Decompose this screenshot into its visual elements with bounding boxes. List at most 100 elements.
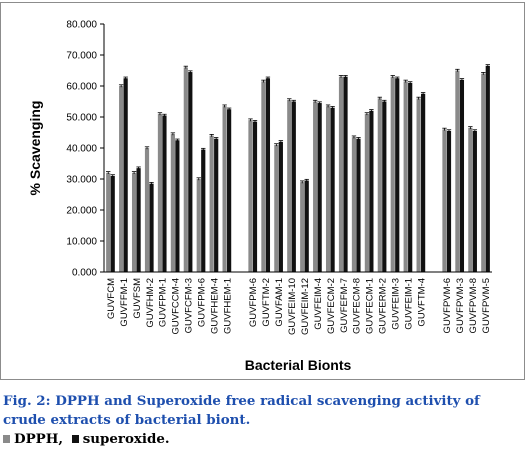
x-category-label: GUVFTM-4 <box>416 278 427 327</box>
bar-dpph <box>196 179 201 272</box>
y-tick-label: 80.000 <box>66 20 97 31</box>
bar-dpph <box>364 113 369 273</box>
bar-superoxide <box>446 130 452 272</box>
x-axis-title: Bacterial Bionts <box>245 357 352 373</box>
bar-superoxide <box>188 72 193 272</box>
bar-superoxide <box>382 101 387 272</box>
bar-dpph <box>222 106 227 273</box>
legend-swatch-dpph <box>3 435 10 443</box>
bar-chart: 0.000 10.000 20.000 30.000 40.000 50.000 60.00… <box>27 20 492 374</box>
x-category-label: GUVFCFM-3 <box>184 278 195 333</box>
bar-superoxide <box>472 130 477 272</box>
x-category-label: GUVFEIM-1 <box>403 278 414 330</box>
x-category-label: GUVFHEM-1 <box>222 278 233 334</box>
legend-label-superoxide: superoxide. <box>82 431 170 447</box>
bar-dpph <box>183 67 188 273</box>
bar-superoxide <box>162 115 167 272</box>
bar-dpph <box>416 98 421 273</box>
x-category-label: GUVFPM-1 <box>158 278 169 327</box>
bar-superoxide <box>123 78 128 272</box>
x-category-label: GUVFPVM-3 <box>455 278 466 333</box>
bar-superoxide <box>459 79 465 272</box>
bars <box>106 64 490 273</box>
bar-superoxide <box>369 110 374 272</box>
x-category-label: GUVFAM-1 <box>274 278 285 327</box>
bar-superoxide <box>252 121 258 273</box>
bar-dpph <box>248 120 253 272</box>
x-category-label: GUVFEIM-4 <box>313 278 324 330</box>
legend-swatch-superoxide <box>71 435 79 443</box>
bar-superoxide <box>408 82 413 273</box>
bar-superoxide <box>136 168 141 272</box>
legend: DPPH, superoxide. <box>3 431 170 447</box>
bar-superoxide <box>343 76 348 272</box>
x-category-label: GUVFEIM-3 <box>391 278 402 330</box>
bar-superoxide <box>227 109 232 272</box>
bar-superoxide <box>201 149 206 272</box>
x-category-label: GUVFEFM-7 <box>339 278 350 333</box>
x-category-label: GUVFPVM-5 <box>481 278 492 333</box>
bar-dpph <box>442 129 447 272</box>
bar-dpph <box>274 144 279 272</box>
bar-dpph <box>313 101 318 272</box>
y-tick-label: 10.000 <box>66 237 97 248</box>
y-axis-ticks: 0.000 10.000 20.000 30.000 40.000 50.000 60.00… <box>66 20 104 279</box>
bar-dpph <box>119 86 124 272</box>
bar-superoxide <box>330 107 335 272</box>
bar-dpph <box>390 76 395 272</box>
bar-superoxide <box>485 65 490 272</box>
x-category-label: GUVFSM <box>132 278 143 319</box>
x-axis-category-labels: GUVFCM GUVFFM-1 GUVFSM GUVFHM-2 GUVFPM-1 GUVF… <box>106 278 492 335</box>
x-category-label: GUVFECM-2 <box>326 278 337 334</box>
bar-dpph <box>403 81 408 272</box>
bar-dpph <box>481 73 486 272</box>
x-category-label: GUVFPM-6 <box>197 278 208 327</box>
x-category-label: GUVFEIM-10 <box>287 278 298 335</box>
bar-dpph <box>338 76 344 272</box>
bar-superoxide <box>175 140 180 272</box>
bar-dpph <box>377 98 382 273</box>
bar-superoxide <box>110 175 115 272</box>
bar-superoxide <box>304 180 309 272</box>
bar-superoxide <box>278 141 283 272</box>
bar-superoxide <box>214 138 219 272</box>
bar-dpph <box>170 134 175 272</box>
x-category-label: GUVFHM-2 <box>145 278 156 328</box>
x-category-label: GUVFPVM-6 <box>442 278 453 333</box>
y-tick-label: 40.000 <box>66 144 97 155</box>
bar-dpph <box>131 172 137 272</box>
bar-dpph <box>106 172 111 272</box>
bar-superoxide <box>421 93 426 272</box>
bar-dpph <box>351 137 357 272</box>
bar-dpph <box>468 127 473 272</box>
bar-superoxide <box>291 101 296 272</box>
x-category-label: GUVFTM-2 <box>261 278 272 327</box>
y-tick-label: 70.000 <box>66 51 97 62</box>
x-category-label: GUVFFM-1 <box>119 278 130 327</box>
bar-dpph <box>455 70 460 272</box>
x-category-label: GUVFPM-6 <box>248 278 259 327</box>
bar-dpph <box>144 148 150 272</box>
bar-superoxide <box>395 78 400 272</box>
bar-dpph <box>300 182 305 272</box>
bar-superoxide <box>356 138 361 272</box>
bar-superoxide <box>265 78 271 272</box>
y-tick-label: 20.000 <box>66 206 97 217</box>
bar-superoxide <box>317 103 322 272</box>
bar-dpph <box>261 81 266 272</box>
y-tick-label: 50.000 <box>66 113 97 124</box>
x-category-label: GUVFEIM-12 <box>300 278 311 335</box>
bar-dpph <box>209 135 214 272</box>
x-category-label: GUVFECM-1 <box>365 278 376 334</box>
x-category-label: GUVFPVM-8 <box>468 278 479 333</box>
legend-label-dpph: DPPH, <box>14 431 64 447</box>
y-tick-label: 0.000 <box>72 268 97 279</box>
bar-superoxide <box>149 183 154 272</box>
x-category-label: GUVFCM <box>106 278 117 319</box>
x-category-label: GUVFCCM-4 <box>171 278 182 334</box>
x-category-label: GUVFERM-2 <box>378 278 389 334</box>
figure-caption: Fig. 2: DPPH and Superoxide free radical… <box>3 393 480 428</box>
y-tick-label: 30.000 <box>66 175 97 186</box>
x-category-label: GUVFHEM-4 <box>209 278 220 334</box>
x-category-label: GUVFECM-8 <box>352 278 363 334</box>
